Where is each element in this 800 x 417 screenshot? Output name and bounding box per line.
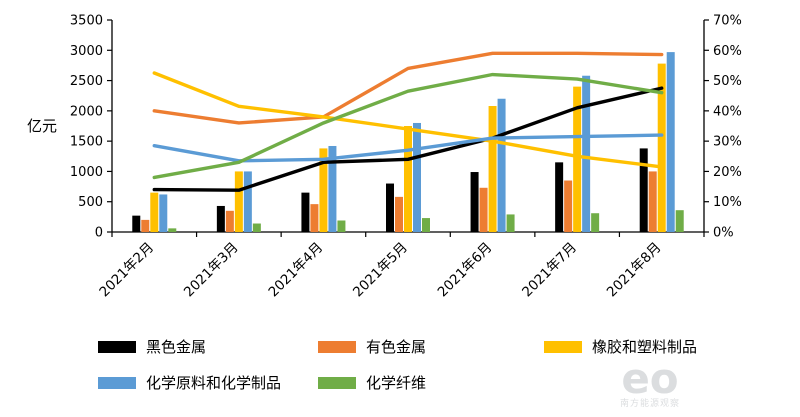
bar (657, 63, 666, 233)
legend-label: 黑色金属 (146, 338, 207, 356)
bar (216, 205, 225, 232)
bar (159, 194, 168, 232)
bars-group (132, 52, 684, 233)
bar (386, 183, 394, 232)
line-series-3 (152, 71, 664, 169)
bar-series-4 (159, 52, 675, 233)
right-tick-label: 10% (713, 195, 742, 210)
x-tick-label: 2021年5月 (350, 240, 411, 301)
legend-item-1: 黑色金属 (98, 336, 310, 357)
bar (132, 215, 141, 232)
legend-label: 化学原料和化学制品 (146, 374, 282, 392)
left-axis-title: 亿元 (27, 117, 57, 135)
bar (470, 172, 479, 232)
combo-chart: 0 500 1000 1500 2000 2500 3000 3500 0% 10% 20% 30% 4… (8, 4, 792, 322)
left-tick-label: 3000 (70, 44, 103, 59)
legend-swatch (98, 340, 136, 353)
x-tick-label: 2021年4月 (265, 240, 326, 301)
bar (675, 210, 684, 232)
watermark-text: 南方能源观察 (619, 399, 680, 409)
left-tick-label: 1500 (70, 135, 103, 150)
bar (497, 98, 506, 232)
legend-item-2: 有色金属 (318, 336, 536, 357)
left-tick-label: 3500 (70, 14, 103, 29)
x-tick-label: 2021年7月 (519, 240, 580, 301)
bar (395, 196, 403, 232)
legend-label: 化学纤维 (366, 374, 427, 392)
bar (591, 213, 600, 232)
bar (413, 122, 421, 232)
right-tick-label: 40% (713, 104, 742, 119)
right-tick-label: 20% (713, 165, 742, 180)
chart-legend: 黑色金属 有色金属 橡胶和塑料制品化学原料和化学制品 化学纤维 (98, 336, 738, 393)
bar (564, 180, 573, 232)
right-tick-label: 30% (713, 135, 742, 150)
x-axis-ticks (111, 232, 705, 237)
bar (648, 171, 657, 232)
bar (573, 86, 582, 232)
bar (168, 228, 177, 232)
bar (234, 171, 243, 232)
bar (488, 106, 497, 232)
bar (328, 145, 337, 232)
legend-label: 橡胶和塑料制品 (592, 338, 698, 356)
bar-series-2 (141, 171, 657, 232)
right-tick-label: 60% (713, 44, 742, 59)
chart-canvas: 0 500 1000 1500 2000 2500 3000 3500 0% 10% 20% 30% 4… (27, 14, 742, 301)
legend-swatch (98, 376, 136, 389)
legend-item-5: 化学纤维 (318, 372, 536, 393)
bar (506, 214, 515, 232)
left-tick-label: 0 (95, 226, 103, 241)
bar-series-5 (168, 210, 684, 232)
x-tick-label: 2021年6月 (435, 240, 496, 301)
right-tick-label: 0% (713, 226, 734, 241)
bar-series-1 (132, 148, 648, 232)
right-tick-label: 70% (713, 14, 742, 29)
legend-item-3: 橡胶和塑料制品 (544, 336, 738, 357)
legend-swatch (544, 340, 582, 353)
x-tick-label: 2021年2月 (96, 240, 157, 301)
legend-item-4: 化学原料和化学制品 (98, 372, 310, 393)
bar (243, 171, 252, 232)
bar (301, 192, 310, 232)
right-tick-label: 50% (713, 74, 742, 89)
line-series-5 (152, 72, 664, 180)
bar (479, 187, 488, 232)
bar (639, 148, 648, 232)
legend-label: 有色金属 (366, 338, 427, 356)
bar-series-3 (150, 63, 666, 233)
line-series-2 (152, 51, 664, 125)
left-tick-label: 2000 (70, 104, 103, 119)
bar (252, 223, 261, 232)
left-tick-label: 1000 (70, 165, 103, 180)
bar (582, 75, 591, 233)
line-series-1 (152, 86, 664, 192)
bar (337, 220, 346, 232)
bar (141, 219, 150, 232)
legend-swatch (318, 340, 356, 353)
bar (404, 126, 412, 232)
bar (225, 210, 234, 232)
left-tick-label: 500 (78, 195, 103, 210)
lines-group (152, 51, 664, 192)
x-tick-label: 2021年8月 (604, 240, 665, 301)
left-tick-label: 2500 (70, 74, 103, 89)
bar (666, 52, 675, 232)
x-tick-label: 2021年3月 (181, 240, 242, 301)
bar (555, 162, 564, 232)
bar (150, 192, 159, 232)
bar (422, 218, 430, 232)
x-axis-labels: 2021年2月 2021年3月 2021年4月 2021年5月 2021年6月 2021年… (96, 240, 664, 301)
legend-swatch (318, 376, 356, 389)
bar (319, 148, 328, 232)
right-axis-ticks: 0% 10% 20% 30% 40% 50% 60% 70% (704, 14, 742, 241)
bar (310, 204, 319, 232)
left-axis-ticks: 0 500 1000 1500 2000 2500 3000 3500 (70, 14, 112, 241)
